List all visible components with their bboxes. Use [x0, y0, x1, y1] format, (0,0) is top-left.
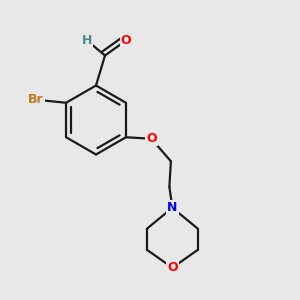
Text: O: O	[167, 261, 178, 274]
Text: Br: Br	[28, 93, 44, 106]
Text: O: O	[121, 34, 131, 47]
Text: O: O	[146, 132, 157, 145]
Text: N: N	[167, 201, 178, 214]
Text: H: H	[82, 34, 92, 47]
